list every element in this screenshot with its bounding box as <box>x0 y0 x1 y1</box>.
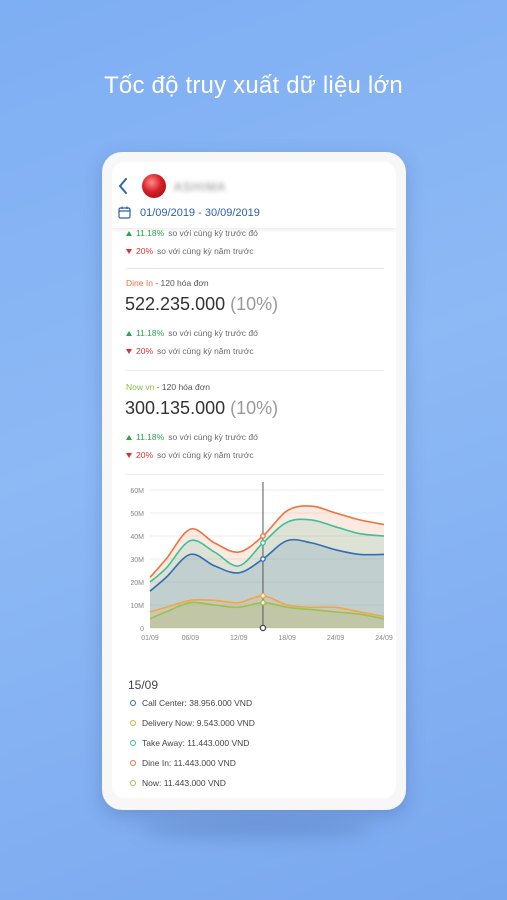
now-prev-period: 11.18% so với cùng kỳ trước đó <box>126 432 258 442</box>
comparison-prev-period: 11.18% so với cùng kỳ trước đó <box>126 228 258 238</box>
headline: Tốc độ truy xuất dữ liệu lớn <box>104 72 403 99</box>
y-tick-label: 10M <box>130 603 144 610</box>
x-tick-label: 06/09 <box>182 635 200 642</box>
legend-marker <box>130 700 136 706</box>
dine-in-prev-year: 20% so với cùng kỳ năm trước <box>126 346 254 356</box>
segment-dine-in-label: Dine In - 120 hóa đơn <box>126 278 209 288</box>
segment-now-amount: 300.135.000 (10%) <box>125 398 279 418</box>
legend-item-now: Now: 11.443.000 VND <box>130 778 226 788</box>
series-area-now <box>150 602 384 628</box>
back-chevron-icon[interactable] <box>118 178 132 196</box>
x-tick-label: 01/09 <box>141 635 159 642</box>
divider <box>126 370 384 371</box>
divider <box>126 268 384 269</box>
legend-marker <box>130 740 136 746</box>
report-content: 11.18% so với cùng kỳ trước đó 20% so vớ… <box>112 228 396 798</box>
revenue-area-chart[interactable]: 0 10M 20M 30M 40M 50M 60M 01/09 06/09 12/09 18/09 2… <box>112 482 396 658</box>
phone-shadow <box>140 818 372 840</box>
series-area-call-center <box>150 539 384 628</box>
legend-item-dine-in: Dine In: 11.443.000 VND <box>130 758 236 768</box>
x-tick-label: 24/09 <box>327 635 345 642</box>
now-prev-year: 20% so với cùng kỳ năm trước <box>126 450 254 460</box>
legend-marker <box>130 720 136 726</box>
segment-dine-in-amount: 522.235.000 (10%) <box>125 294 279 314</box>
up-arrow-icon <box>126 434 132 440</box>
cursor-point <box>260 540 266 546</box>
down-arrow-icon <box>126 348 132 354</box>
cursor-point <box>260 592 266 599</box>
legend-item-delivery-now: Delivery Now: 9.543.000 VND <box>130 718 255 728</box>
y-tick-label: 40M <box>130 534 144 541</box>
date-range[interactable]: 01/09/2019 - 30/09/2019 <box>140 207 260 219</box>
cursor-point <box>260 599 266 606</box>
calendar-icon[interactable] <box>118 206 131 219</box>
cursor-point <box>260 556 266 562</box>
x-tick-label: 24/09 <box>375 635 393 642</box>
down-arrow-icon <box>126 248 132 254</box>
brand-logo <box>142 174 166 198</box>
brand-name: ASHIMA <box>174 180 227 194</box>
y-tick-label: 20M <box>130 580 144 587</box>
legend-item-call-center: Call Center: 38.956.000 VND <box>130 698 252 708</box>
up-arrow-icon <box>126 330 132 336</box>
legend-marker <box>130 760 136 766</box>
cursor-handle <box>259 624 267 632</box>
legend-marker <box>130 780 136 786</box>
app-header: ASHIMA 01/09/2019 - 30/09/2019 <box>112 162 396 228</box>
x-tick-label: 12/09 <box>230 635 248 642</box>
down-arrow-icon <box>126 452 132 458</box>
y-tick-label: 50M <box>130 511 144 518</box>
legend-date: 15/09 <box>128 678 159 692</box>
app-screen: ASHIMA 01/09/2019 - 30/09/2019 11.18% so… <box>112 162 396 798</box>
legend-item-take-away: Take Away: 11.443.000 VND <box>130 738 249 748</box>
dine-in-prev-period: 11.18% so với cùng kỳ trước đó <box>126 328 258 338</box>
cursor-point <box>260 533 266 539</box>
divider <box>126 474 384 475</box>
series-area-dine-in <box>150 505 384 628</box>
x-tick-label: 18/09 <box>278 635 296 642</box>
comparison-prev-year: 20% so với cùng kỳ năm trước <box>126 246 254 256</box>
up-arrow-icon <box>126 230 132 236</box>
y-tick-label: 60M <box>130 488 144 495</box>
phone-frame: ASHIMA 01/09/2019 - 30/09/2019 11.18% so… <box>102 152 406 810</box>
y-tick-label: 0 <box>140 626 144 633</box>
y-tick-label: 30M <box>130 557 144 564</box>
segment-now-label: Now vn - 120 hóa đơn <box>126 382 211 392</box>
